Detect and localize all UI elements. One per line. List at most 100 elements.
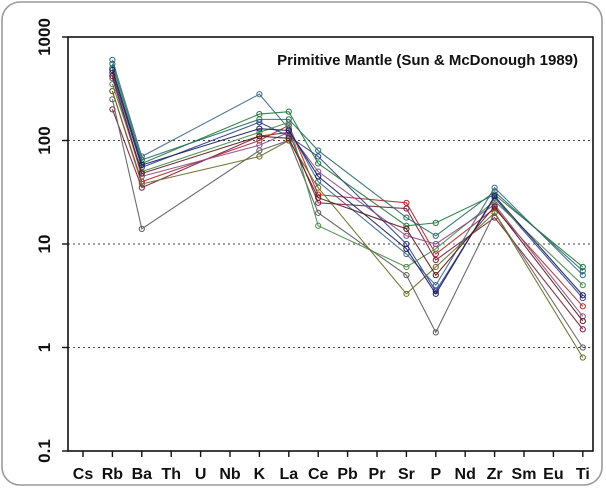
x-tick-label: Rb (102, 466, 124, 483)
data-point (579, 295, 586, 302)
data-point (315, 147, 322, 154)
data-point (256, 142, 263, 149)
series-line (111, 90, 584, 307)
data-point (315, 222, 322, 229)
x-tick-label: Cs (73, 466, 94, 483)
data-point (403, 272, 410, 279)
data-point (315, 184, 322, 191)
data-point (491, 209, 498, 216)
data-point (109, 88, 116, 95)
data-point (256, 153, 263, 160)
data-point (138, 170, 145, 177)
data-point (491, 203, 498, 210)
data-point (403, 245, 410, 252)
data-point (138, 184, 145, 191)
data-point (432, 263, 439, 271)
data-point (432, 256, 439, 264)
data-point (109, 56, 116, 64)
data-point (432, 290, 439, 297)
x-tick-label: Nd (455, 466, 476, 483)
data-point (256, 116, 263, 123)
series-11 (109, 72, 586, 325)
data-point (432, 240, 439, 248)
data-point (579, 344, 586, 351)
data-point (315, 160, 322, 167)
data-point (579, 317, 586, 325)
data-point (579, 263, 586, 271)
series-8 (109, 60, 586, 274)
data-point (285, 135, 292, 142)
data-point (579, 354, 586, 361)
data-point (403, 232, 410, 239)
data-point (432, 329, 439, 336)
x-tick-label: Th (161, 466, 181, 483)
data-point (432, 219, 439, 226)
x-tick-label: Sr (398, 466, 415, 483)
x-tick-label: La (279, 466, 298, 483)
series-line (111, 59, 584, 287)
chart-title: Primitive Mantle (Sun & McDonough 1989) (277, 52, 578, 69)
data-point (138, 180, 145, 188)
data-point (285, 108, 292, 115)
series-9 (109, 88, 586, 361)
series-line (111, 75, 584, 322)
data-point (579, 292, 586, 299)
data-point (315, 209, 322, 216)
y-tick-label: 10 (35, 235, 54, 254)
data-point (109, 72, 116, 80)
series-4 (109, 96, 586, 351)
y-tick-label: 1 (35, 343, 54, 352)
x-tick-label: Eu (543, 466, 563, 483)
series-line (111, 99, 584, 348)
x-tick-label: Pb (337, 466, 358, 483)
data-point (579, 272, 586, 279)
series-line (111, 63, 584, 272)
data-point (403, 263, 410, 271)
series-line (111, 67, 584, 268)
y-tick-label: 1000 (35, 18, 54, 56)
data-point (432, 232, 439, 239)
data-point (109, 60, 116, 67)
data-point (491, 188, 498, 195)
data-point (256, 91, 263, 98)
x-tick-label: Ti (576, 466, 590, 483)
data-point (403, 199, 410, 206)
series-line (111, 90, 584, 358)
x-tick-label: Nb (219, 466, 241, 483)
data-point (256, 125, 263, 132)
data-point (315, 173, 322, 180)
data-point (256, 133, 263, 140)
data-point (315, 153, 322, 160)
data-point (491, 193, 498, 200)
x-tick-label: Sm (512, 466, 537, 483)
data-point (403, 290, 410, 297)
series-line (111, 84, 584, 286)
data-point (138, 225, 145, 232)
data-point (403, 225, 410, 232)
data-point (315, 194, 322, 201)
y-axis: 0.1 1 10 100 1000 (35, 18, 68, 463)
y-tick-label: 100 (35, 126, 54, 154)
x-tick-label: U (195, 466, 207, 483)
data-point (285, 129, 292, 136)
y-tick-label: 0.1 (35, 439, 54, 463)
series-group (109, 56, 586, 361)
data-point (579, 267, 586, 274)
x-tick-label: Ce (308, 466, 329, 483)
x-tick-label: Ba (132, 466, 153, 483)
data-point (579, 282, 586, 289)
data-point (579, 303, 586, 310)
x-tick-label: P (430, 466, 441, 483)
data-point (109, 66, 116, 74)
x-axis: Cs Rb Ba Th U Nb K La Ce Pb Pr Sr P Nd Zr Sm Eu Ti (73, 451, 590, 483)
data-point (432, 282, 439, 289)
x-tick-label: K (254, 466, 266, 483)
series-line (111, 78, 584, 317)
data-point (256, 129, 263, 136)
data-point (285, 127, 292, 134)
series-line (111, 109, 584, 330)
x-tick-label: Zr (487, 466, 503, 483)
data-point (403, 214, 410, 221)
